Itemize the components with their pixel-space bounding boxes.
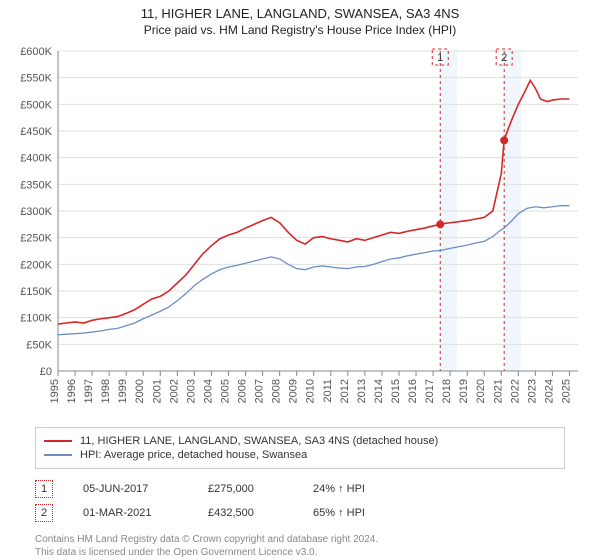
footer-line: Contains HM Land Registry data © Crown c…	[35, 533, 565, 546]
legend-label: HPI: Average price, detached house, Swan…	[80, 449, 307, 461]
sale-point	[500, 136, 508, 144]
x-tick-label: 2018	[441, 379, 453, 403]
footer-attribution: Contains HM Land Registry data © Crown c…	[35, 533, 565, 559]
legend-item: 11, HIGHER LANE, LANGLAND, SWANSEA, SA3 …	[44, 434, 556, 448]
sale-pct: 65% ↑ HPI	[313, 507, 403, 519]
sale-date: 01-MAR-2021	[83, 507, 178, 519]
x-tick-label: 1995	[49, 379, 61, 403]
y-tick-label: £350K	[20, 179, 52, 191]
x-tick-label: 1996	[66, 379, 78, 403]
legend-swatch	[44, 440, 72, 442]
chart-title: 11, HIGHER LANE, LANGLAND, SWANSEA, SA3 …	[0, 0, 600, 23]
y-tick-label: £250K	[20, 233, 52, 245]
series-hpi	[58, 206, 569, 335]
sale-point	[436, 220, 444, 228]
sales-table: 1 05-JUN-2017 £275,000 24% ↑ HPI 2 01-MAR-202…	[35, 477, 565, 525]
chart-area: £0 £50K £100K £150K £200K £250K £300K £350K £400…	[10, 41, 590, 421]
y-tick-label: £450K	[20, 126, 52, 138]
y-tick-label: £0	[40, 366, 52, 378]
series-price_paid	[58, 80, 569, 324]
sale-marker: 2	[35, 504, 53, 522]
x-tick-label: 2021	[492, 379, 504, 403]
x-tick-label: 2017	[424, 379, 436, 403]
legend-label: 11, HIGHER LANE, LANGLAND, SWANSEA, SA3 …	[80, 435, 438, 447]
x-tick-label: 2019	[458, 379, 470, 403]
sale-marker-num: 2	[501, 52, 507, 64]
x-tick-label: 2012	[339, 379, 351, 403]
sale-price: £275,000	[208, 483, 283, 495]
y-tick-label: £200K	[20, 259, 52, 271]
x-tick-label: 2004	[202, 379, 214, 403]
legend-box: 11, HIGHER LANE, LANGLAND, SWANSEA, SA3 …	[35, 427, 565, 469]
x-tick-label: 2008	[271, 379, 283, 403]
y-tick-label: £600K	[20, 46, 52, 58]
x-tick-label: 2023	[526, 379, 538, 403]
x-tick-label: 2015	[390, 379, 402, 403]
x-tick-label: 2007	[254, 379, 266, 403]
chart-subtitle: Price paid vs. HM Land Registry's House …	[0, 23, 600, 41]
sale-price: £432,500	[208, 507, 283, 519]
x-tick-label: 1997	[83, 379, 95, 403]
x-tick-label: 2005	[219, 379, 231, 403]
x-tick-label: 2016	[407, 379, 419, 403]
x-tick-label: 2011	[322, 379, 334, 403]
line-chart: £0 £50K £100K £150K £200K £250K £300K £350K £400…	[10, 41, 590, 421]
sale-marker-num: 1	[437, 52, 443, 64]
x-tick-label: 2003	[185, 379, 197, 403]
y-tick-label: £550K	[20, 73, 52, 85]
x-tick-label: 2000	[134, 379, 146, 403]
y-tick-label: £150K	[20, 286, 52, 298]
y-tick-label: £500K	[20, 99, 52, 111]
legend-item: HPI: Average price, detached house, Swan…	[44, 448, 556, 462]
sale-pct: 24% ↑ HPI	[313, 483, 403, 495]
x-tick-label: 2024	[543, 379, 555, 403]
sale-date: 05-JUN-2017	[83, 483, 178, 495]
x-tick-label: 2002	[168, 379, 180, 403]
x-tick-label: 2006	[237, 379, 249, 403]
x-tick-label: 2010	[305, 379, 317, 403]
x-tick-label: 2009	[288, 379, 300, 403]
legend-swatch	[44, 454, 72, 456]
y-tick-label: £50K	[26, 339, 52, 351]
sale-row: 2 01-MAR-2021 £432,500 65% ↑ HPI	[35, 501, 565, 525]
y-tick-label: £400K	[20, 153, 52, 165]
x-tick-label: 1999	[117, 379, 129, 403]
x-tick-label: 2013	[356, 379, 368, 403]
x-tick-label: 2022	[509, 379, 521, 403]
sale-row: 1 05-JUN-2017 £275,000 24% ↑ HPI	[35, 477, 565, 501]
sale-marker: 1	[35, 480, 53, 498]
y-tick-label: £100K	[20, 313, 52, 325]
x-tick-label: 1998	[100, 379, 112, 403]
y-tick-label: £300K	[20, 206, 52, 218]
x-tick-label: 2020	[475, 379, 487, 403]
footer-line: This data is licensed under the Open Gov…	[35, 546, 565, 559]
x-tick-label: 2025	[560, 379, 572, 403]
x-tick-label: 2014	[373, 379, 385, 403]
x-tick-label: 2001	[151, 379, 163, 403]
